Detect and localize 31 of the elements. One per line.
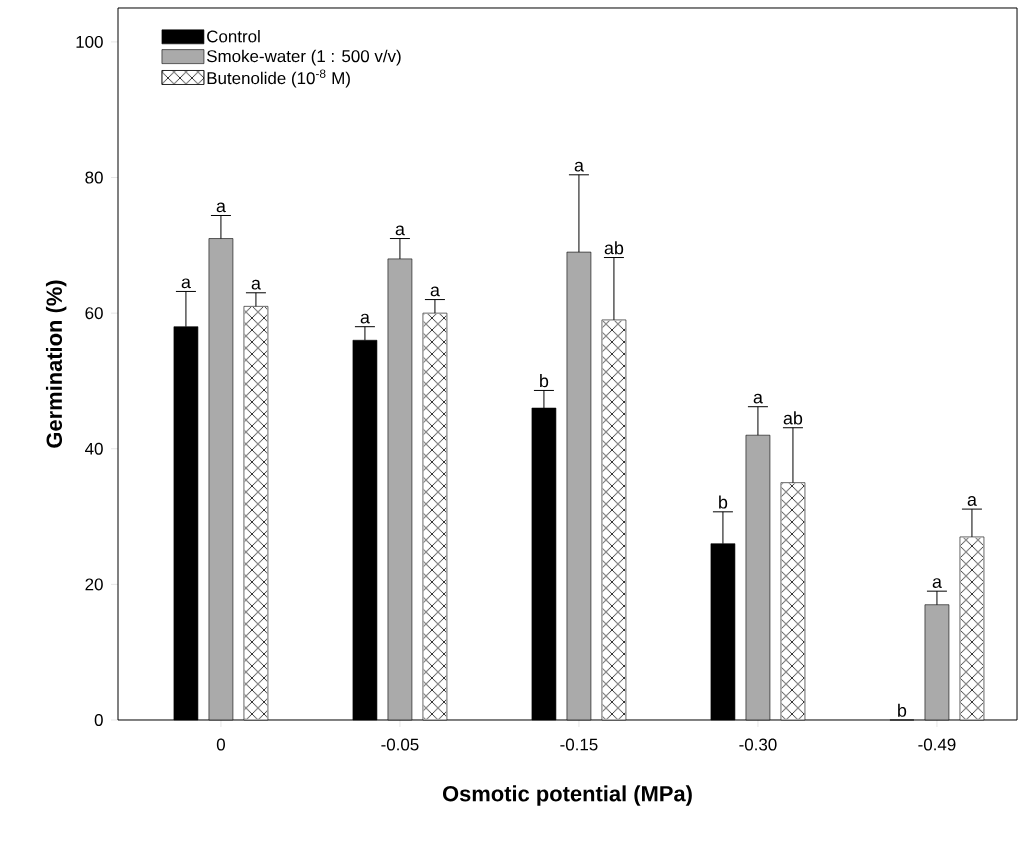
annotation: b [540, 374, 549, 388]
annotation: a [932, 578, 942, 588]
x-tick-label: -0.49 [918, 738, 956, 751]
y-tick-label: 60 [85, 307, 103, 320]
annotation: ab [604, 241, 624, 255]
annotation: a [251, 279, 261, 290]
x-tick-label: -0.30 [739, 738, 777, 751]
annotation: ab [783, 411, 803, 425]
annotation: a [216, 202, 226, 213]
y-tick-label: 0 [94, 714, 103, 726]
x-tick-label: -0.05 [381, 738, 419, 751]
x-tick-label: 0 [216, 738, 225, 751]
annotation: a [753, 393, 763, 404]
annotation: b [719, 495, 728, 509]
legend-label: Butenolide (10$^{-8}$ M) [207, 69, 350, 88]
annotation: a [967, 496, 977, 506]
y-tick-label: 20 [85, 578, 103, 591]
x-tick-label: -0.15 [560, 738, 598, 751]
x-axis-title: Osmotic potential (MPa) [442, 785, 692, 806]
y-tick-label: 100 [76, 35, 103, 48]
annotation: a [181, 278, 191, 289]
y-axis-title: Germination (%) [45, 280, 67, 448]
annotation: a [430, 286, 440, 297]
annotation: a [360, 313, 370, 324]
annotation: b [898, 703, 907, 717]
legend-label: Control [207, 29, 260, 43]
annotation: a [574, 161, 584, 172]
y-tick-label: 40 [85, 442, 103, 455]
legend-label: Smoke-water (1 : 500 v/v) [207, 49, 401, 66]
y-tick-label: 80 [85, 171, 103, 184]
annotation: a [395, 225, 405, 236]
